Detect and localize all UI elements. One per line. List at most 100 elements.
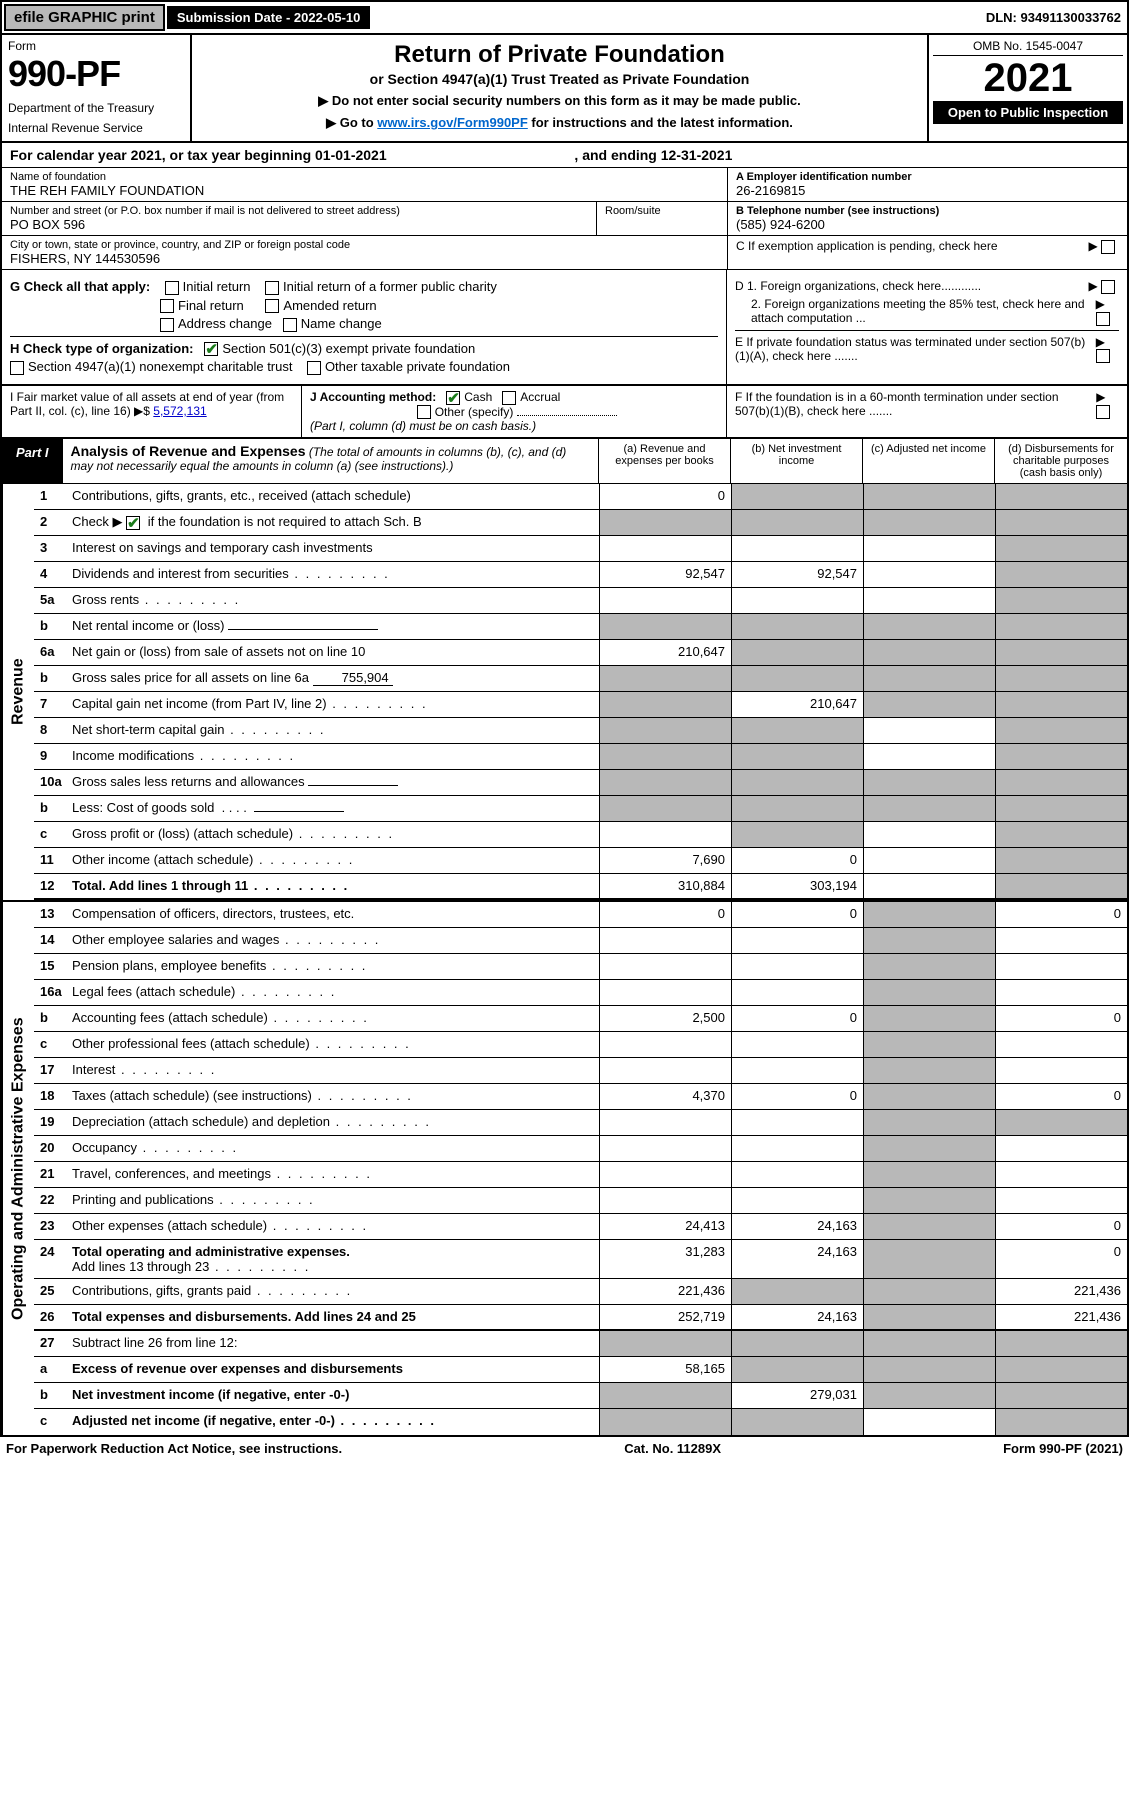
r1-a: 0 [599, 484, 731, 509]
goto-pre: ▶ Go to [326, 115, 377, 130]
r23-a: 24,413 [599, 1214, 731, 1239]
4947-checkbox[interactable] [10, 361, 24, 375]
r5b-a [599, 614, 731, 639]
schb-checkbox[interactable] [126, 516, 140, 530]
phone-value: (585) 924-6200 [736, 217, 1119, 232]
r6a-b [731, 640, 863, 665]
r16b-b: 0 [731, 1006, 863, 1031]
r27-c [863, 1331, 995, 1356]
r20-desc: Occupancy [72, 1136, 599, 1161]
r3-desc: Interest on savings and temporary cash i… [72, 536, 599, 561]
cash-checkbox[interactable] [446, 391, 460, 405]
r19-desc: Depreciation (attach schedule) and deple… [72, 1110, 599, 1135]
r8-num: 8 [34, 718, 72, 743]
r6b-d [995, 666, 1127, 691]
r5b-c [863, 614, 995, 639]
exemption-cell: C If exemption application is pending, c… [728, 236, 1127, 257]
r6a-num: 6a [34, 640, 72, 665]
r26-d: 221,436 [995, 1305, 1127, 1329]
efile-print-button[interactable]: efile GRAPHIC print [4, 4, 165, 31]
r15-b [731, 954, 863, 979]
r27b-b: 279,031 [731, 1383, 863, 1408]
page-footer: For Paperwork Reduction Act Notice, see … [0, 1437, 1129, 1460]
r10a-num: 10a [34, 770, 72, 795]
accrual-checkbox[interactable] [502, 391, 516, 405]
final-return-checkbox[interactable] [160, 299, 174, 313]
row-18: 18 Taxes (attach schedule) (see instruct… [34, 1084, 1127, 1110]
r19-c [863, 1110, 995, 1135]
dln-number: DLN: 93491130033762 [986, 10, 1127, 25]
r15-d [995, 954, 1127, 979]
r17-a [599, 1058, 731, 1083]
form-title: Return of Private Foundation [198, 41, 921, 69]
r10b-desc: Less: Cost of goods sold . . . . [72, 796, 599, 821]
initial-return-checkbox[interactable] [165, 281, 179, 295]
j-section: J Accounting method: Cash Accrual Other … [302, 386, 727, 438]
f-label: F If the foundation is in a 60-month ter… [735, 390, 1096, 434]
row-7: 7 Capital gain net income (from Part IV,… [34, 692, 1127, 718]
row-5b: b Net rental income or (loss) [34, 614, 1127, 640]
r25-desc: Contributions, gifts, grants paid [72, 1279, 599, 1304]
r10a-d [995, 770, 1127, 795]
c-label: C If exemption application is pending, c… [736, 239, 998, 253]
e-checkbox[interactable] [1096, 349, 1110, 363]
r24-c [863, 1240, 995, 1278]
cal-begin: 01-01-2021 [315, 147, 387, 163]
other-taxable-checkbox[interactable] [307, 361, 321, 375]
r27c-a [599, 1409, 731, 1435]
r23-c [863, 1214, 995, 1239]
r25-c [863, 1279, 995, 1304]
r9-desc: Income modifications [72, 744, 599, 769]
initial-former-checkbox[interactable] [265, 281, 279, 295]
r27-d [995, 1331, 1127, 1356]
r18-a: 4,370 [599, 1084, 731, 1109]
other-method-checkbox[interactable] [417, 405, 431, 419]
expenses-side-label: Operating and Administrative Expenses [2, 902, 34, 1435]
g-row3: Address change Name change [10, 316, 718, 332]
r4-num: 4 [34, 562, 72, 587]
r18-desc: Taxes (attach schedule) (see instruction… [72, 1084, 599, 1109]
e-label: E If private foundation status was termi… [735, 335, 1096, 363]
name-change-checkbox[interactable] [283, 318, 297, 332]
f-checkbox[interactable] [1096, 405, 1110, 419]
r10b-num: b [34, 796, 72, 821]
name-change-label: Name change [301, 316, 382, 331]
phone-label: B Telephone number (see instructions) [736, 205, 1119, 217]
addr-change-checkbox[interactable] [160, 318, 174, 332]
c-checkbox[interactable] [1101, 240, 1115, 254]
r23-desc: Other expenses (attach schedule) [72, 1214, 599, 1239]
r8-b [731, 718, 863, 743]
r6b-a [599, 666, 731, 691]
501c3-checkbox[interactable] [204, 342, 218, 356]
r16b-a: 2,500 [599, 1006, 731, 1031]
e-row: E If private foundation status was termi… [735, 330, 1119, 364]
row-23: 23 Other expenses (attach schedule) 24,4… [34, 1214, 1127, 1240]
row-8: 8 Net short-term capital gain [34, 718, 1127, 744]
goto-note: ▶ Go to www.irs.gov/Form990PF for instru… [198, 115, 921, 131]
dept-irs: Internal Revenue Service [8, 121, 184, 135]
r12-b: 303,194 [731, 874, 863, 898]
irs-link[interactable]: www.irs.gov/Form990PF [377, 115, 528, 130]
r13-b: 0 [731, 902, 863, 927]
r9-c [863, 744, 995, 769]
row-10a: 10a Gross sales less returns and allowan… [34, 770, 1127, 796]
r8-d [995, 718, 1127, 743]
r27-desc: Subtract line 26 from line 12: [72, 1331, 599, 1356]
r8-desc: Net short-term capital gain [72, 718, 599, 743]
d1-label: D 1. Foreign organizations, check here..… [735, 279, 981, 293]
r16c-c [863, 1032, 995, 1057]
r17-num: 17 [34, 1058, 72, 1083]
entity-right: A Employer identification number 26-2169… [727, 168, 1127, 269]
i-section: I Fair market value of all assets at end… [2, 386, 302, 438]
j-note: (Part I, column (d) must be on cash basi… [310, 419, 536, 433]
r8-c [863, 718, 995, 743]
r12-c [863, 874, 995, 898]
amended-checkbox[interactable] [265, 299, 279, 313]
r16c-desc: Other professional fees (attach schedule… [72, 1032, 599, 1057]
initial-former-label: Initial return of a former public charit… [283, 279, 497, 294]
d1-checkbox[interactable] [1101, 280, 1115, 294]
r27b-a [599, 1383, 731, 1408]
r25-d: 221,436 [995, 1279, 1127, 1304]
r23-d: 0 [995, 1214, 1127, 1239]
d2-checkbox[interactable] [1096, 312, 1110, 326]
